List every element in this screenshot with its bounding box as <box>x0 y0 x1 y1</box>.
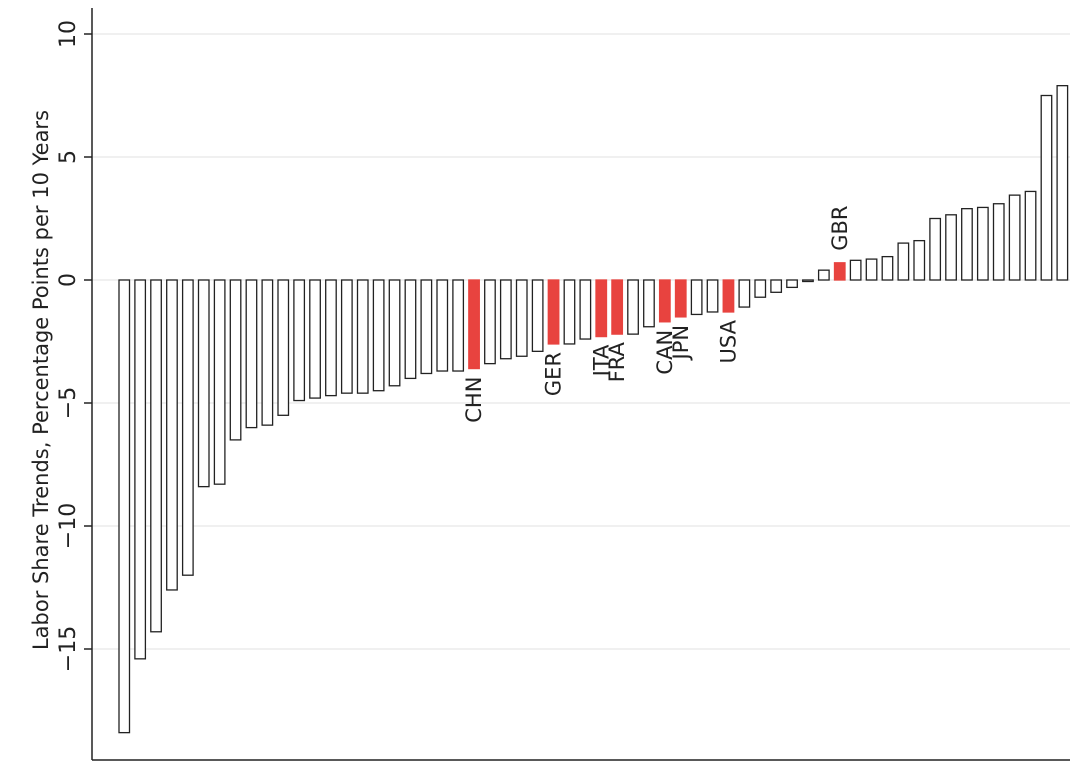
bar-label-can: CAN <box>653 330 677 375</box>
y-tick-label: 0 <box>56 273 81 287</box>
bar <box>277 279 290 416</box>
bar <box>1024 190 1037 281</box>
bar <box>976 206 989 281</box>
bar <box>802 279 814 283</box>
bar <box>770 279 783 293</box>
bar <box>452 279 465 372</box>
bar-label-ger: GER <box>542 352 566 396</box>
bar-label-fra: FRA <box>605 341 629 382</box>
bar <box>945 214 957 281</box>
bar-label-jpn: JPN <box>669 325 693 362</box>
y-tick-label: 5 <box>56 150 81 164</box>
bar <box>150 279 162 633</box>
bar <box>325 279 337 397</box>
bar <box>261 279 274 426</box>
bar <box>531 279 544 352</box>
bar <box>166 279 178 591</box>
bar <box>627 279 639 335</box>
bar <box>786 279 798 289</box>
bar <box>515 279 528 357</box>
y-ticks: 10 5 0 −5 −10 −15 <box>56 20 92 672</box>
bar <box>961 208 973 281</box>
bar <box>865 258 878 281</box>
bar-label-usa: USA <box>716 319 740 363</box>
bar <box>181 279 194 576</box>
y-tick-label: 10 <box>56 20 81 48</box>
bar <box>547 279 560 345</box>
bars <box>118 85 1069 734</box>
bar <box>674 279 687 318</box>
y-axis-title: Labor Share Trends, Percentage Points pe… <box>29 110 53 650</box>
bar <box>340 279 353 394</box>
bar <box>579 279 592 340</box>
bar <box>388 279 401 387</box>
bar <box>245 279 258 429</box>
bar <box>897 242 910 281</box>
bar-label-chn: CHN <box>462 377 486 423</box>
bar <box>499 279 512 360</box>
axes <box>91 8 1070 761</box>
bar <box>404 279 417 380</box>
y-tick-label: −10 <box>56 503 81 549</box>
bar <box>738 279 751 308</box>
bar <box>754 279 767 298</box>
y-tick-label: −15 <box>56 626 81 672</box>
bar <box>134 279 147 660</box>
y-tick-label: −5 <box>56 387 81 419</box>
bar <box>643 279 655 328</box>
bar <box>356 279 369 394</box>
bar <box>849 259 862 281</box>
bar <box>118 279 131 734</box>
bar-label-ita: ITA <box>589 344 613 376</box>
bar <box>929 217 942 281</box>
bar <box>1056 85 1069 281</box>
bar <box>706 279 719 313</box>
bar <box>1008 194 1021 281</box>
bar <box>484 279 496 365</box>
bar <box>595 279 608 338</box>
bar <box>436 279 449 372</box>
bar <box>1040 94 1053 281</box>
bar <box>722 279 735 313</box>
bar <box>881 255 894 281</box>
bar <box>293 279 306 402</box>
bar <box>468 279 480 370</box>
bar <box>913 239 926 281</box>
bar <box>658 279 671 323</box>
bar <box>611 279 624 335</box>
bar <box>309 279 321 399</box>
bar <box>197 279 210 488</box>
bar <box>420 279 433 375</box>
bar <box>372 279 385 392</box>
bar <box>563 279 576 345</box>
bar <box>690 279 703 316</box>
bar <box>992 203 1005 281</box>
bar <box>229 279 242 441</box>
bar <box>817 269 830 281</box>
bar <box>213 279 226 485</box>
bar <box>833 262 846 281</box>
bar-label-gbr: GBR <box>828 205 852 250</box>
